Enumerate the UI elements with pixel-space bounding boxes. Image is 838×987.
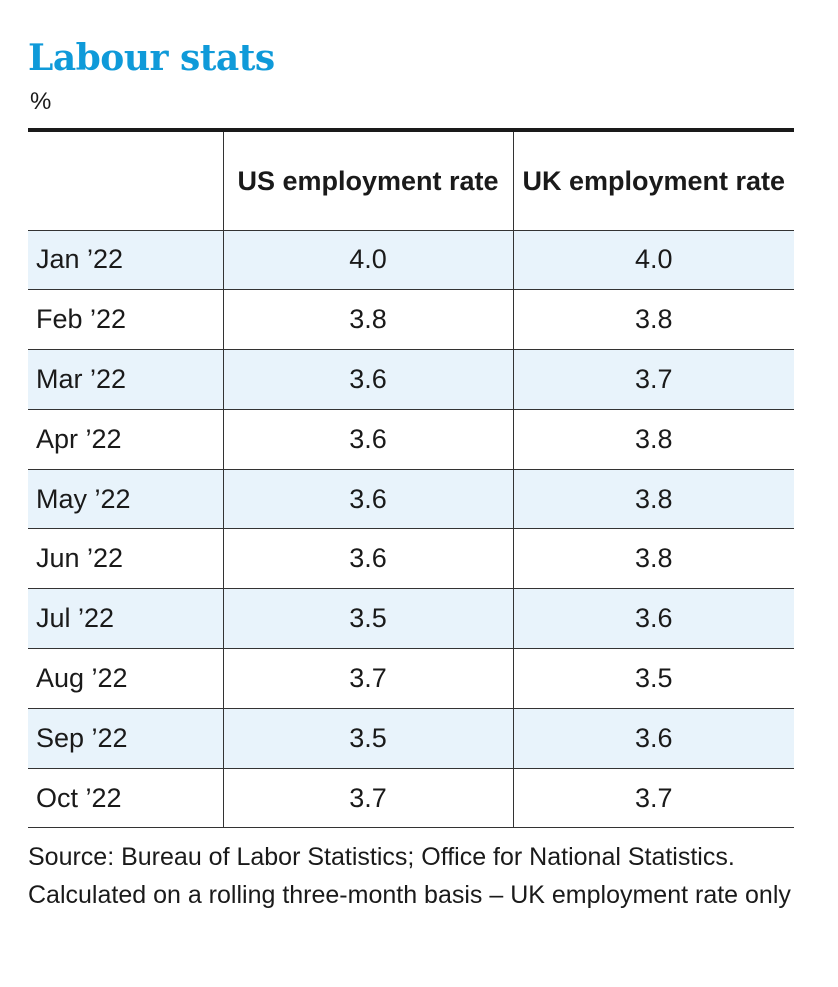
data-table: US employment rate UK employment rate Ja…	[28, 132, 794, 829]
uk-rate-cell: 3.7	[513, 768, 794, 829]
header-uk-employment-rate: UK employment rate	[513, 132, 794, 231]
us-rate-cell: 3.5	[223, 708, 514, 769]
us-rate-cell: 3.6	[223, 528, 514, 590]
table-body: Jan ’22 4.0 4.0 Feb ’22 3.8 3.8 Mar ’22 3.6 3.7 A…	[28, 230, 794, 829]
uk-rate-cell: 4.0	[513, 230, 794, 291]
uk-rate-cell: 3.5	[513, 648, 794, 709]
us-rate-cell: 3.5	[223, 588, 514, 650]
month-cell: Mar ’22	[28, 349, 224, 410]
us-rate-cell: 3.7	[223, 648, 514, 709]
table-row: Oct ’22 3.7 3.7	[28, 768, 794, 829]
header-row: US employment rate UK employment rate	[28, 132, 794, 231]
us-rate-cell: 4.0	[223, 230, 514, 291]
table-row: May ’22 3.6 3.8	[28, 469, 794, 530]
chart-title: Labour stats	[28, 37, 275, 79]
month-cell: Feb ’22	[28, 289, 224, 351]
table-row: Apr ’22 3.6 3.8	[28, 409, 794, 470]
header-month	[28, 132, 224, 231]
table-row: Aug ’22 3.7 3.5	[28, 648, 794, 709]
us-rate-cell: 3.6	[223, 469, 514, 530]
month-cell: Sep ’22	[28, 708, 224, 769]
month-cell: Oct ’22	[28, 768, 224, 829]
month-cell: Jan ’22	[28, 230, 224, 291]
unit-label: %	[30, 88, 52, 115]
header-us-employment-rate: US employment rate	[223, 132, 514, 231]
source-note: Source: Bureau of Labor Statistics; Offi…	[28, 843, 791, 909]
table-row: Jun ’22 3.6 3.8	[28, 528, 794, 590]
top-rule	[28, 128, 794, 132]
uk-rate-cell: 3.6	[513, 708, 794, 769]
month-cell: Apr ’22	[28, 409, 224, 470]
table-row: Mar ’22 3.6 3.7	[28, 349, 794, 410]
uk-rate-cell: 3.8	[513, 528, 794, 590]
us-rate-cell: 3.7	[223, 768, 514, 829]
month-cell: Aug ’22	[28, 648, 224, 709]
uk-rate-cell: 3.6	[513, 588, 794, 650]
uk-rate-cell: 3.8	[513, 289, 794, 351]
uk-rate-cell: 3.8	[513, 469, 794, 530]
month-cell: Jun ’22	[28, 528, 224, 590]
table-row: Jan ’22 4.0 4.0	[28, 230, 794, 291]
uk-rate-cell: 3.8	[513, 409, 794, 470]
us-rate-cell: 3.8	[223, 289, 514, 351]
month-cell: Jul ’22	[28, 588, 224, 650]
table-row: Sep ’22 3.5 3.6	[28, 708, 794, 769]
uk-rate-cell: 3.7	[513, 349, 794, 410]
us-rate-cell: 3.6	[223, 349, 514, 410]
table-row: Jul ’22 3.5 3.6	[28, 588, 794, 650]
table-row: Feb ’22 3.8 3.8	[28, 289, 794, 351]
month-cell: May ’22	[28, 469, 224, 530]
us-rate-cell: 3.6	[223, 409, 514, 470]
